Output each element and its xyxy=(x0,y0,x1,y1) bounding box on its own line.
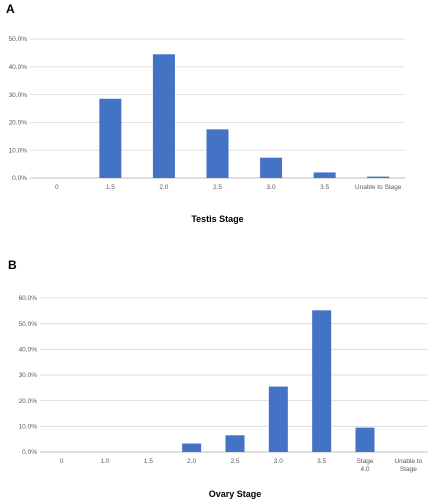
x-tick-label: 3.0 xyxy=(274,458,283,465)
x-tick-label: Unable to Stage xyxy=(394,458,422,473)
bar xyxy=(268,386,288,452)
x-tick-label: 2.0 xyxy=(159,184,168,191)
y-tick-label: 0.0% xyxy=(22,449,37,456)
bar xyxy=(312,310,332,452)
x-tick-label: 1.5 xyxy=(106,184,115,191)
x-axis-title: Ovary Stage xyxy=(209,489,262,499)
y-tick-label: 30.0% xyxy=(9,92,28,99)
y-tick-label: 10.0% xyxy=(9,147,28,154)
bar xyxy=(313,172,336,178)
x-tick-label: 0 xyxy=(55,184,59,191)
bar xyxy=(206,129,229,178)
y-tick-label: 40.0% xyxy=(9,64,28,71)
x-tick-label: 1.0 xyxy=(100,458,109,465)
x-tick-label: 1.5 xyxy=(144,458,153,465)
y-tick-label: 60.0% xyxy=(19,295,38,302)
bar xyxy=(182,443,202,452)
x-tick-label: 0 xyxy=(60,458,64,465)
y-tick-label: 30.0% xyxy=(19,372,38,379)
x-tick-label: 2.0 xyxy=(187,458,196,465)
bar xyxy=(99,98,122,178)
panel-b-label: B xyxy=(8,258,17,272)
y-tick-label: 0.0% xyxy=(12,175,27,182)
x-tick-label: 3.5 xyxy=(320,184,329,191)
y-tick-label: 20.0% xyxy=(9,120,28,127)
y-tick-label: 10.0% xyxy=(19,424,38,431)
x-tick-label: 2.5 xyxy=(230,458,239,465)
x-tick-label: Stage 4.0 xyxy=(357,458,374,473)
x-axis-title: Testis Stage xyxy=(191,214,243,224)
bar xyxy=(355,427,375,452)
x-tick-label: Unable to Stage xyxy=(355,184,402,191)
panel-a-label: A xyxy=(6,2,15,16)
x-tick-label: 3.0 xyxy=(267,184,276,191)
y-tick-label: 50.0% xyxy=(19,321,38,328)
x-tick-label: 2.5 xyxy=(213,184,222,191)
bar xyxy=(367,176,390,178)
bar xyxy=(260,157,283,178)
bar xyxy=(152,54,175,178)
y-tick-label: 40.0% xyxy=(19,347,38,354)
ovary-stage-chart: 0.0% 10.0% 20.0% 30.0% 40.0% 50.0% 60.0% 0 1.0 1.… xyxy=(19,295,428,499)
y-tick-label: 20.0% xyxy=(19,398,38,405)
x-tick-label: 3.5 xyxy=(317,458,326,465)
y-tick-label: 50.0% xyxy=(9,36,28,43)
bar xyxy=(225,435,245,452)
testis-stage-chart: 0.0% 10.0% 20.0% 30.0% 40.0% 50.0% 0 1.5 2.0 2.5 3… xyxy=(9,36,405,224)
